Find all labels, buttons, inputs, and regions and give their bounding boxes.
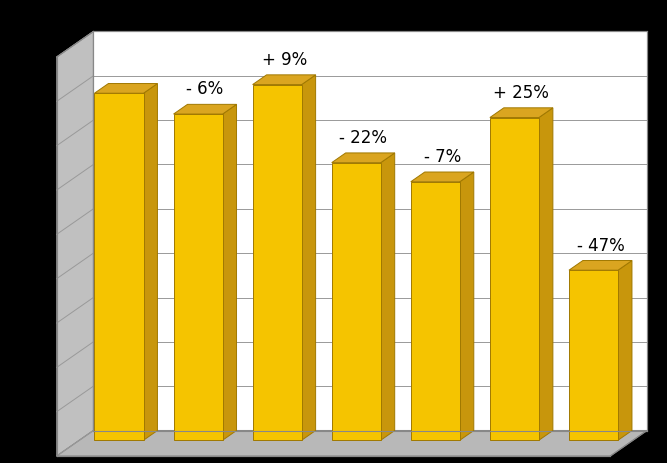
Polygon shape (173, 115, 223, 440)
Polygon shape (57, 32, 93, 456)
Polygon shape (490, 118, 539, 440)
Polygon shape (331, 154, 395, 163)
Polygon shape (95, 84, 157, 94)
Polygon shape (569, 261, 632, 270)
Text: - 7%: - 7% (424, 148, 461, 166)
Polygon shape (95, 94, 143, 440)
Polygon shape (253, 75, 315, 85)
Polygon shape (460, 173, 474, 440)
Text: + 25%: + 25% (494, 84, 550, 102)
Polygon shape (331, 163, 381, 440)
Text: - 6%: - 6% (186, 80, 223, 98)
Polygon shape (223, 105, 237, 440)
Polygon shape (381, 154, 395, 440)
Polygon shape (539, 109, 553, 440)
Polygon shape (411, 173, 474, 182)
Polygon shape (253, 85, 301, 440)
Polygon shape (301, 75, 315, 440)
Polygon shape (411, 182, 460, 440)
Polygon shape (57, 431, 647, 456)
Polygon shape (569, 270, 618, 440)
Text: + 9%: + 9% (261, 51, 307, 69)
Polygon shape (143, 84, 157, 440)
Polygon shape (93, 32, 647, 431)
Polygon shape (490, 109, 553, 118)
Polygon shape (618, 261, 632, 440)
Text: - 22%: - 22% (340, 129, 388, 147)
Text: - 47%: - 47% (576, 236, 624, 254)
Polygon shape (173, 105, 237, 115)
